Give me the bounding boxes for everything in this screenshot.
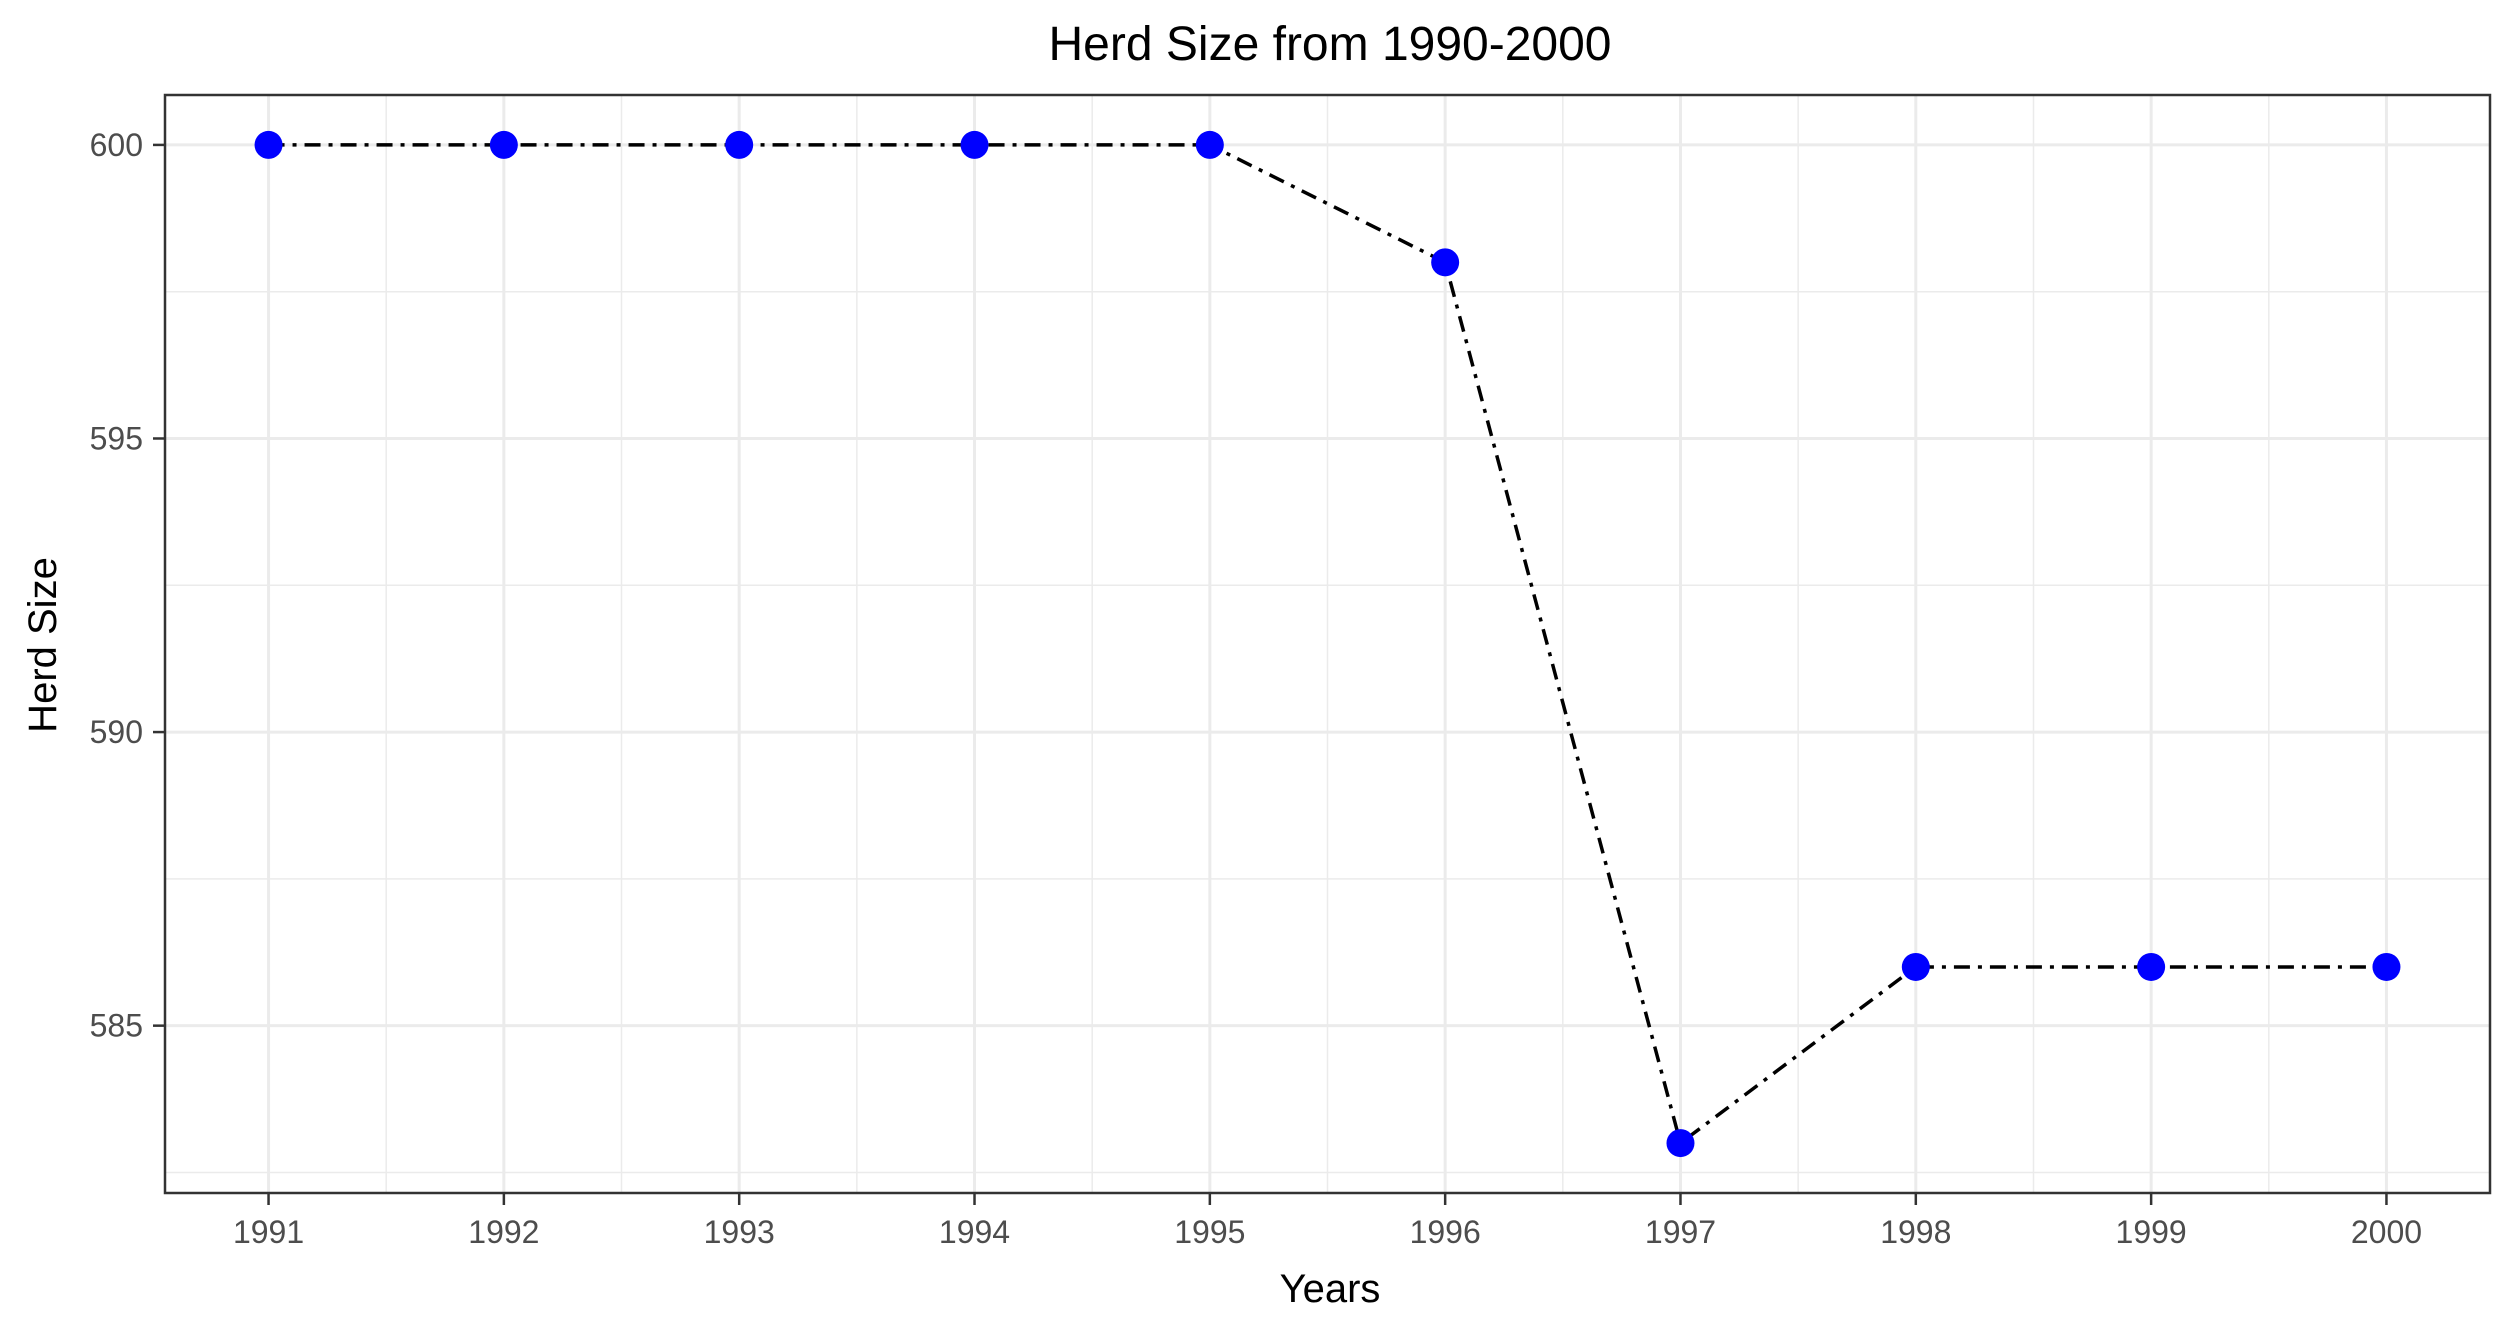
data-point: [1195, 130, 1224, 159]
minor-gridlines: [165, 95, 2490, 1193]
x-tick-label: 1992: [468, 1214, 539, 1250]
data-point: [489, 130, 518, 159]
x-tick-label: 1994: [939, 1214, 1010, 1250]
data-point: [254, 130, 283, 159]
x-tick-label: 1993: [704, 1214, 775, 1250]
data-point: [725, 130, 754, 159]
x-tick-label: 1996: [1410, 1214, 1481, 1250]
y-axis-ticks: 585 590 595 600: [90, 127, 165, 1044]
series-lines: [268, 143, 2387, 1147]
x-tick-label: 1998: [1880, 1214, 1951, 1250]
data-point: [960, 130, 989, 159]
chart-title: Herd Size from 1990-2000: [1049, 18, 1612, 71]
data-point: [1431, 248, 1460, 277]
y-axis-title: Herd Size: [21, 557, 65, 733]
y-tick-label: 600: [90, 127, 143, 163]
series-points: [254, 130, 2401, 1158]
data-point: [2137, 952, 2166, 981]
y-tick-label: 585: [90, 1008, 143, 1044]
major-gridlines: [165, 95, 2490, 1193]
data-point: [2372, 952, 2401, 981]
series-line: [268, 143, 2387, 1147]
y-tick-label: 590: [90, 714, 143, 750]
x-axis-title: Years: [1280, 1267, 1381, 1311]
x-axis-ticks: 1991 1992 1993 1994 1995 1996 1997 1998 1999 2000: [233, 1193, 2422, 1250]
x-tick-label: 1991: [233, 1214, 304, 1250]
x-tick-label: 1999: [2116, 1214, 2187, 1250]
data-point: [1901, 952, 1930, 981]
y-tick-label: 595: [90, 420, 143, 456]
x-tick-label: 1997: [1645, 1214, 1716, 1250]
data-point: [1666, 1129, 1695, 1158]
plot-panel-border: [163, 93, 2492, 1195]
x-tick-label: 1995: [1174, 1214, 1245, 1250]
x-tick-label: 2000: [2351, 1214, 2422, 1250]
